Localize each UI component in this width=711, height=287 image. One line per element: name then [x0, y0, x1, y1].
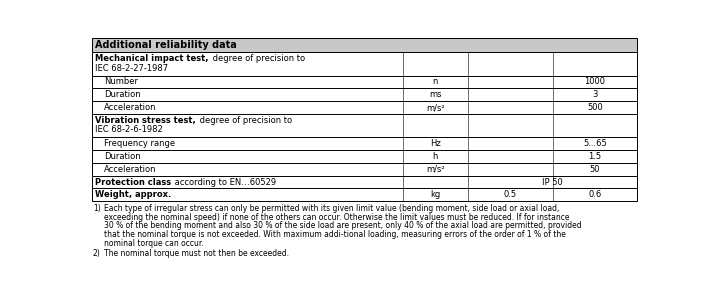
Bar [92, 163, 637, 176]
Text: Each type of irregular stress can only be permitted with its given limit value (: Each type of irregular stress can only b… [104, 204, 559, 213]
Text: Weight, approx.: Weight, approx. [95, 190, 171, 199]
Text: 50: 50 [589, 165, 600, 174]
Bar [92, 176, 637, 189]
Bar [92, 150, 637, 163]
Bar [92, 176, 637, 189]
Bar [92, 38, 637, 52]
Text: 0.5: 0.5 [504, 190, 517, 199]
Text: kg: kg [430, 190, 440, 199]
Text: m/s²: m/s² [426, 165, 444, 174]
Text: Acceleration: Acceleration [104, 103, 156, 112]
Bar [92, 52, 637, 75]
Text: 1): 1) [92, 204, 100, 213]
Text: Duration: Duration [104, 152, 140, 161]
Text: 1.5: 1.5 [588, 152, 602, 161]
Bar [92, 75, 637, 88]
Text: Duration: Duration [104, 90, 140, 99]
Text: according to EN…60529: according to EN…60529 [172, 178, 277, 187]
Bar [92, 163, 637, 176]
Bar [92, 189, 637, 201]
Text: that the nominal torque is not exceeded. With maximum addi-tional loading, measu: that the nominal torque is not exceeded.… [104, 230, 566, 239]
Text: 1000: 1000 [584, 77, 605, 86]
Text: IEC 68-2-6-1982: IEC 68-2-6-1982 [95, 125, 163, 134]
Bar [92, 38, 637, 52]
Text: Vibration stress test,: Vibration stress test, [95, 116, 196, 125]
Text: 500: 500 [587, 103, 603, 112]
Text: degree of precision to: degree of precision to [210, 54, 304, 63]
Text: Additional reliability data: Additional reliability data [95, 40, 237, 50]
Text: 0.6: 0.6 [588, 190, 602, 199]
Text: exceeding the nominal speed) if none of the others can occur. Otherwise the limi: exceeding the nominal speed) if none of … [104, 213, 570, 222]
Bar [92, 88, 637, 101]
Text: Mechanical impact test,: Mechanical impact test, [95, 54, 208, 63]
Text: IP 50: IP 50 [542, 178, 563, 187]
Text: 3: 3 [592, 90, 597, 99]
Bar [92, 114, 637, 137]
Text: Hz: Hz [430, 139, 441, 148]
Text: nominal torque can occur.: nominal torque can occur. [104, 239, 203, 248]
Bar [92, 189, 637, 201]
Text: The nominal torque must not then be exceeded.: The nominal torque must not then be exce… [104, 249, 289, 258]
Text: n: n [432, 77, 438, 86]
Text: Protection class: Protection class [95, 178, 171, 187]
Bar [92, 75, 637, 88]
Bar [92, 150, 637, 163]
Text: Frequency range: Frequency range [104, 139, 175, 148]
Bar [92, 114, 637, 137]
Text: Acceleration: Acceleration [104, 165, 156, 174]
Text: Number: Number [104, 77, 138, 86]
Bar [92, 101, 637, 114]
Bar [92, 88, 637, 101]
Bar [92, 137, 637, 150]
Text: h: h [432, 152, 438, 161]
Text: degree of precision to: degree of precision to [197, 116, 292, 125]
Text: m/s²: m/s² [426, 103, 444, 112]
Bar [92, 52, 637, 75]
Text: ms: ms [429, 90, 442, 99]
Text: 30 % of the bending moment and also 30 % of the side load are present, only 40 %: 30 % of the bending moment and also 30 %… [104, 221, 582, 230]
Text: 5...65: 5...65 [583, 139, 606, 148]
Bar [92, 137, 637, 150]
Bar [92, 101, 637, 114]
Text: IEC 68-2-27-1987: IEC 68-2-27-1987 [95, 64, 168, 73]
Text: 2): 2) [92, 249, 100, 258]
